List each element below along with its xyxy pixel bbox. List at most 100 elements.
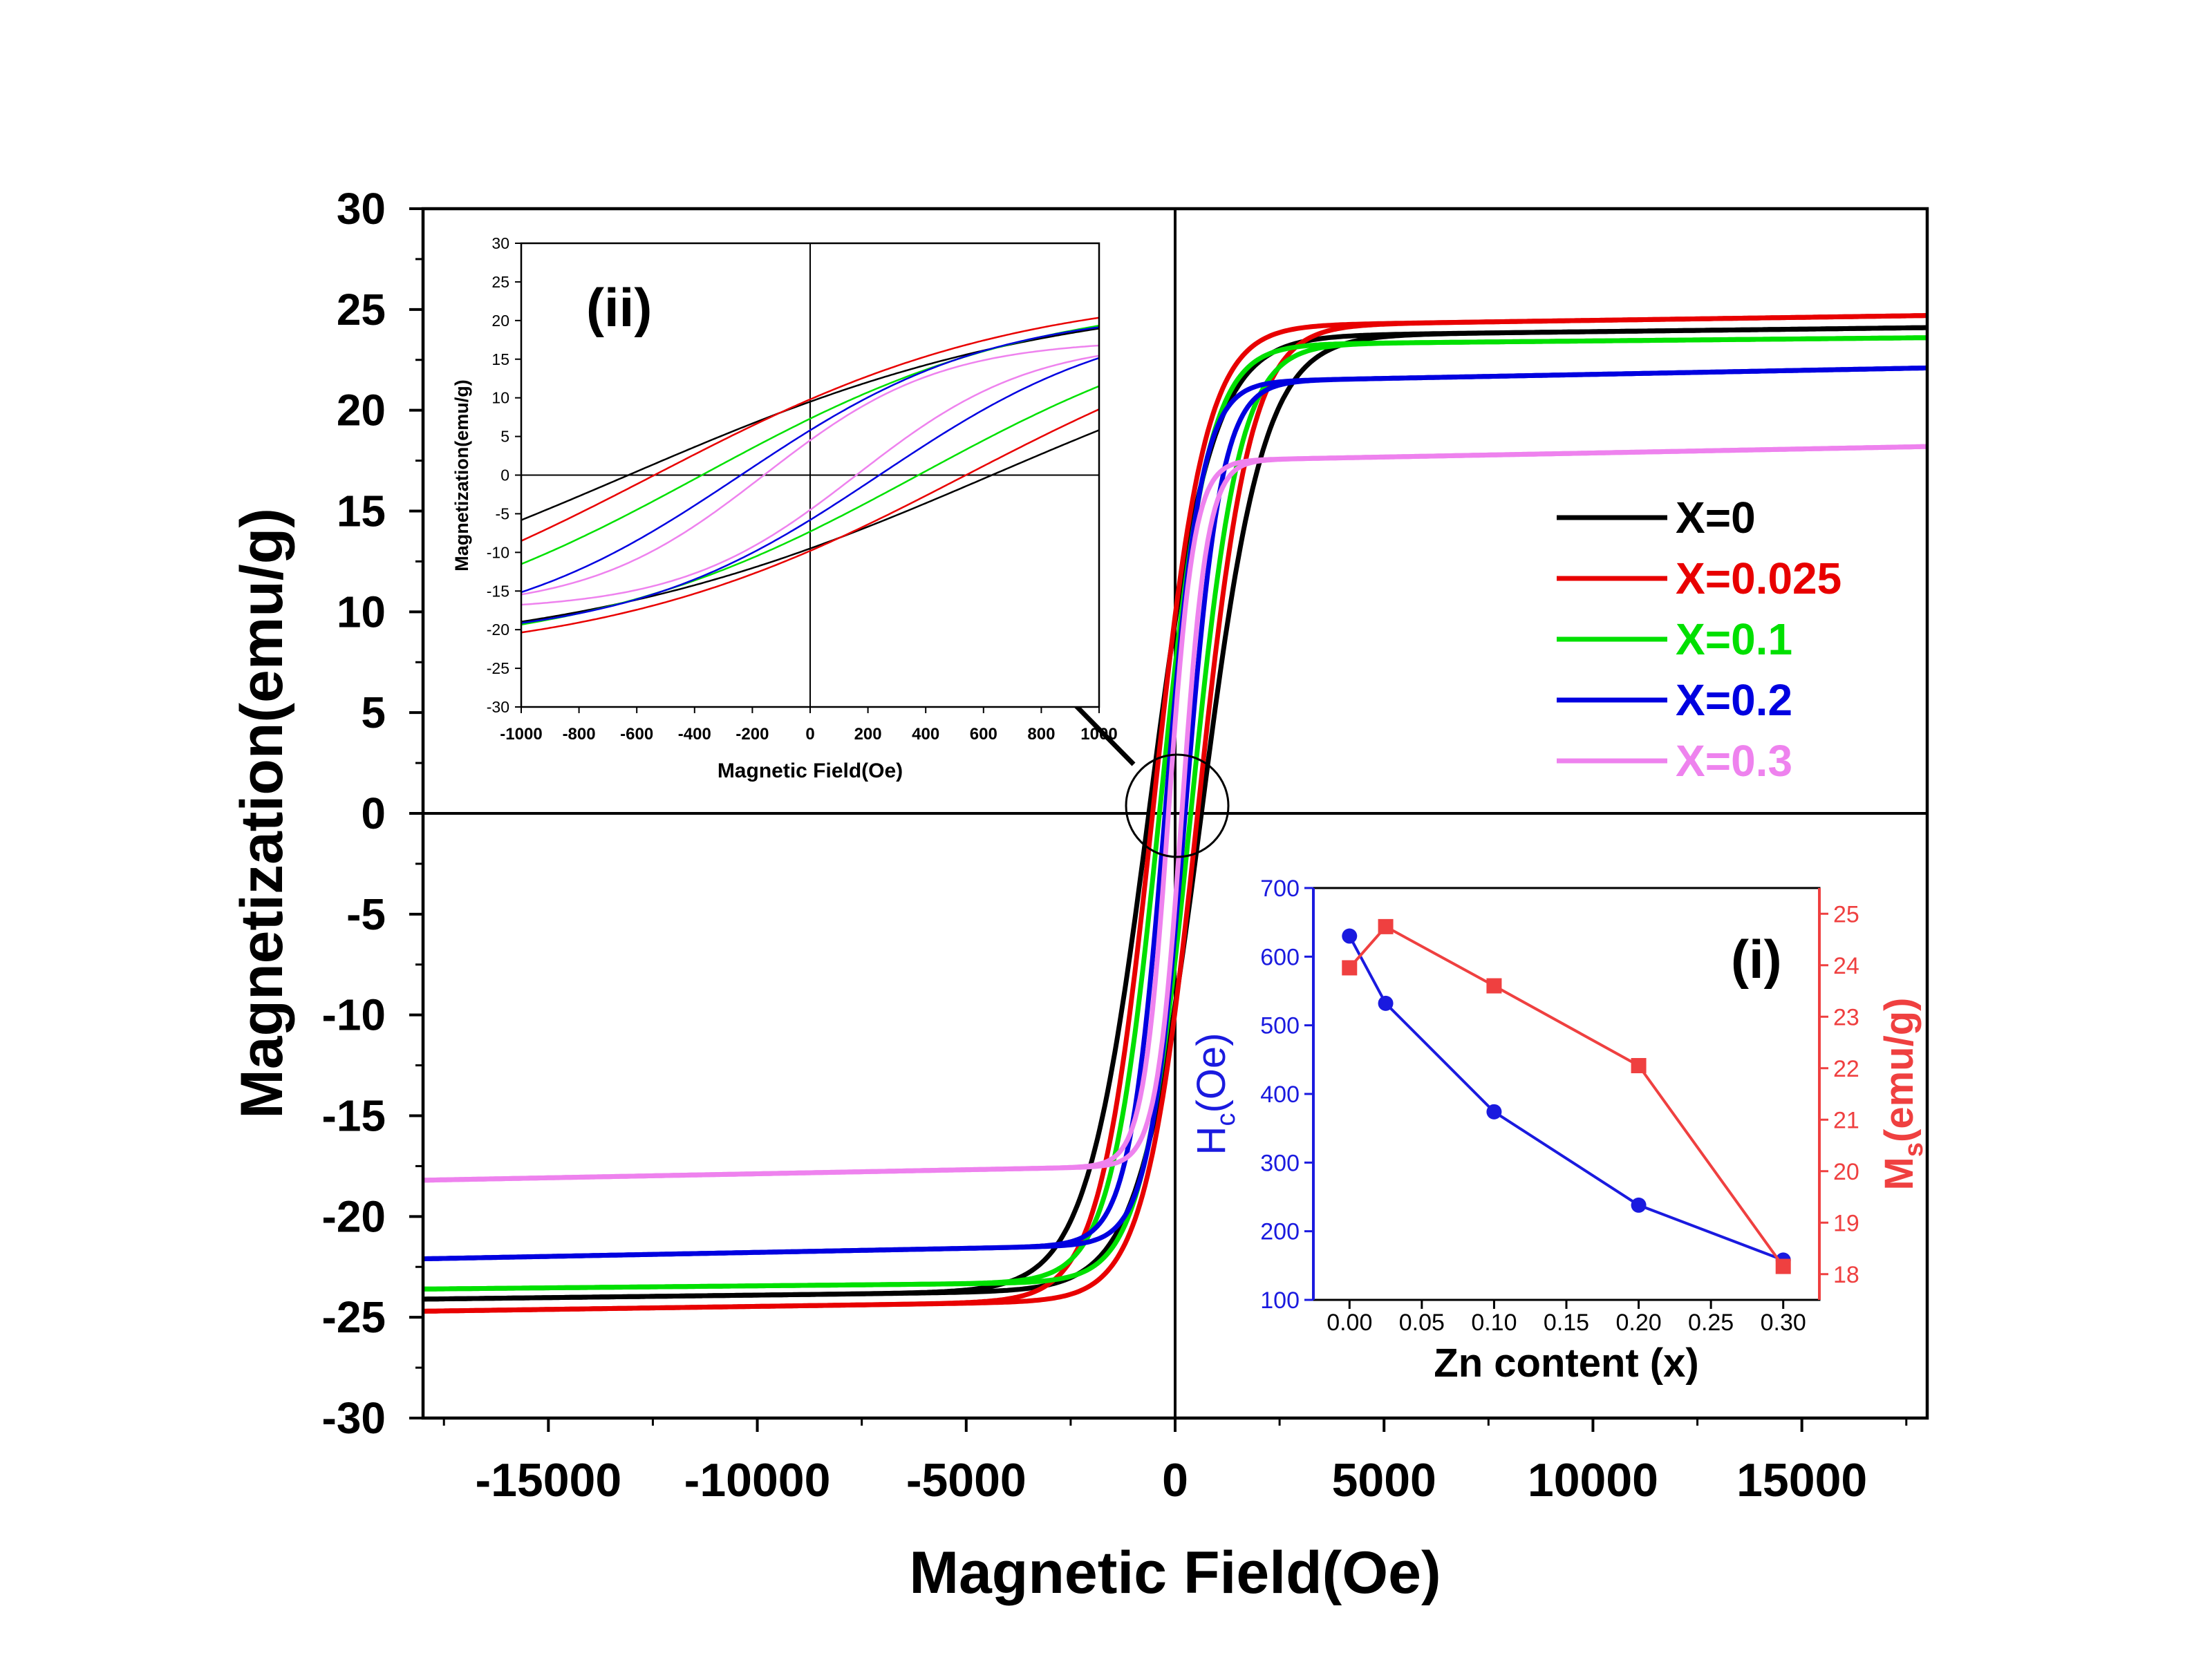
main-y-tick-label: -15 <box>322 1091 386 1141</box>
main-y-tick-label: 5 <box>361 688 386 737</box>
inset-i-point-Hc <box>1342 928 1358 944</box>
main-curves <box>423 313 1927 1314</box>
ms-label-main: M <box>1877 1157 1922 1190</box>
inset-ii-x-tick-label: 600 <box>970 725 997 744</box>
main-x-axis-label: Magnetic Field(Oe) <box>909 1540 1441 1606</box>
inset-i-right-tick-label: 19 <box>1833 1210 1859 1236</box>
inset-ii-x-tick-label: -1000 <box>500 725 542 744</box>
main-x-tick-label: 10000 <box>1528 1454 1658 1507</box>
inset-i-right-tick-label: 21 <box>1833 1107 1859 1133</box>
inset-i-left-ticks: 100 200 300 400 500 600 700 <box>1260 876 1313 1314</box>
hc-label-end: (Oe) <box>1189 1033 1234 1113</box>
main-x-tick-label: -5000 <box>906 1454 1027 1507</box>
inset-ii-x-tick-label: 0 <box>805 725 814 744</box>
inset-i-point-Ms <box>1486 978 1502 994</box>
inset-i-series <box>1342 918 1791 1274</box>
inset-ii-y-tick-label: -10 <box>487 543 509 561</box>
inset-i-point-Hc <box>1378 995 1394 1011</box>
inset-ii: -1000 -800 -600 -400 -200 0 200 400 600 800 1000 -… <box>451 234 1118 782</box>
inset-i-left-axis-label: Hc(Oe) <box>1189 1033 1241 1155</box>
inset-ii-y-ticks: -30 -25 -20 -15 -10 -5 0 5 10 15 20 25 30 <box>487 234 521 716</box>
inset-ii-x-tick-label: 800 <box>1027 725 1055 744</box>
main-x-tick-label: -15000 <box>475 1454 621 1507</box>
inset-ii-curve-4-upper <box>521 344 1099 596</box>
main-y-tick-label: 25 <box>337 285 386 334</box>
inset-i-point-Ms <box>1378 918 1394 934</box>
ms-label-end: (emu/g) <box>1877 998 1922 1142</box>
inset-i-x-tick-label: 0.15 <box>1544 1310 1589 1336</box>
inset-i-x-axis-label: Zn content (x) <box>1434 1341 1698 1386</box>
main-y-tick-label: 15 <box>337 487 386 536</box>
inset-ii-x-tick-label: 200 <box>854 725 882 744</box>
main-curve-4-lower <box>423 444 1927 1183</box>
inset-i-x-tick-label: 0.00 <box>1327 1310 1372 1336</box>
legend-label-3: X=0.2 <box>1676 675 1792 725</box>
inset-i-x-tick-label: 0.20 <box>1615 1310 1661 1336</box>
main-y-tick-label: 20 <box>337 386 386 435</box>
inset-ii-curve-1-lower <box>521 408 1099 634</box>
inset-ii-curve-3-lower <box>521 357 1099 624</box>
inset-ii-y-tick-label: -25 <box>487 659 509 677</box>
legend-label-0: X=0 <box>1676 493 1756 542</box>
inset-i-point-Hc <box>1631 1197 1647 1213</box>
main-y-tick-label: 10 <box>337 587 386 636</box>
inset-i-point-Hc <box>1486 1104 1502 1120</box>
inset-i-x-ticks: 0.00 0.05 0.10 0.15 0.20 0.25 0.30 <box>1327 1300 1806 1336</box>
main-y-tick-label: -30 <box>322 1393 386 1443</box>
main-y-tick-label: -5 <box>346 889 386 939</box>
inset-ii-x-tick-label: -800 <box>563 725 596 744</box>
inset-ii-y-tick-label: -30 <box>487 698 509 716</box>
inset-ii-x-tick-label: -600 <box>620 725 653 744</box>
inset-ii-y-tick-label: 5 <box>500 428 509 446</box>
inset-ii-zero-lines <box>521 243 1099 707</box>
main-x-tick-label: 15000 <box>1736 1454 1867 1507</box>
inset-i-point-Ms <box>1342 960 1358 976</box>
hc-label-sub: c <box>1212 1113 1241 1126</box>
inset-ii-y-tick-label: 10 <box>491 389 509 407</box>
inset-i-left-tick-label: 700 <box>1260 876 1300 902</box>
inset-i-right-tick-label: 23 <box>1833 1004 1859 1030</box>
main-zero-lines <box>423 209 1927 1418</box>
main-x-tick-label: 5000 <box>1332 1454 1436 1507</box>
inset-ii-y-axis-label: Magnetization(emu/g) <box>451 379 472 572</box>
inset-ii-y-tick-label: -15 <box>487 582 509 600</box>
inset-i-left-tick-label: 200 <box>1260 1219 1300 1245</box>
inset-ii-x-tick-label: 400 <box>912 725 939 744</box>
inset-i-background <box>1313 888 1819 1300</box>
ms-label-sub: s <box>1900 1142 1929 1157</box>
inset-i-left-tick-label: 400 <box>1260 1082 1300 1108</box>
inset-i-left-tick-label: 600 <box>1260 944 1300 970</box>
main-y-tick-label: -10 <box>322 990 386 1040</box>
hc-label-main: H <box>1189 1126 1234 1155</box>
legend-label-2: X=0.1 <box>1676 614 1792 664</box>
main-x-tick-label: 0 <box>1162 1454 1188 1507</box>
main-plot: -15000 -10000 -5000 0 5000 10000 15000 -30-25-… <box>229 184 1929 1606</box>
inset-i-x-tick-label: 0.25 <box>1688 1310 1734 1336</box>
inset-ii-y-tick-label: 25 <box>491 273 509 291</box>
inset-ii-curve-3-upper <box>521 326 1099 594</box>
inset-ii-y-tick-label: -20 <box>487 621 509 639</box>
inset-ii-curve-4-lower <box>521 355 1099 606</box>
main-legend: X=0 X=0.025 X=0.1 X=0.2 X=0.3 <box>1557 493 1841 786</box>
legend-label-1: X=0.025 <box>1676 554 1841 603</box>
inset-i-point-Ms <box>1631 1058 1647 1074</box>
inset-i-left-tick-label: 100 <box>1260 1287 1300 1314</box>
inset-i-left-tick-label: 500 <box>1260 1013 1300 1039</box>
inset-ii-x-axis-label: Magnetic Field(Oe) <box>718 759 903 782</box>
zoom-region-circle <box>1125 753 1230 858</box>
main-y-ticks: -30 -25 -20 -15 -10 -5 0 5 10 15 20 25 30 <box>322 184 423 1443</box>
main-y-tick-label: 0 <box>361 788 386 838</box>
inset-i-right-tick-label: 22 <box>1833 1056 1859 1082</box>
legend-label-4: X=0.3 <box>1676 736 1792 786</box>
inset-i-x-tick-label: 0.30 <box>1761 1310 1806 1336</box>
inset-i-right-tick-label: 25 <box>1833 901 1859 927</box>
inset-i-right-tick-label: 18 <box>1833 1262 1859 1288</box>
inset-ii-y-tick-label: 30 <box>491 234 509 252</box>
main-x-ticks: -15000 -10000 -5000 0 5000 10000 15000 <box>442 1418 1908 1507</box>
inset-ii-curves <box>521 317 1099 634</box>
main-y-tick-label: -25 <box>322 1292 386 1342</box>
main-curve-2-lower <box>423 335 1927 1292</box>
inset-i-left-tick-label: 300 <box>1260 1150 1300 1176</box>
